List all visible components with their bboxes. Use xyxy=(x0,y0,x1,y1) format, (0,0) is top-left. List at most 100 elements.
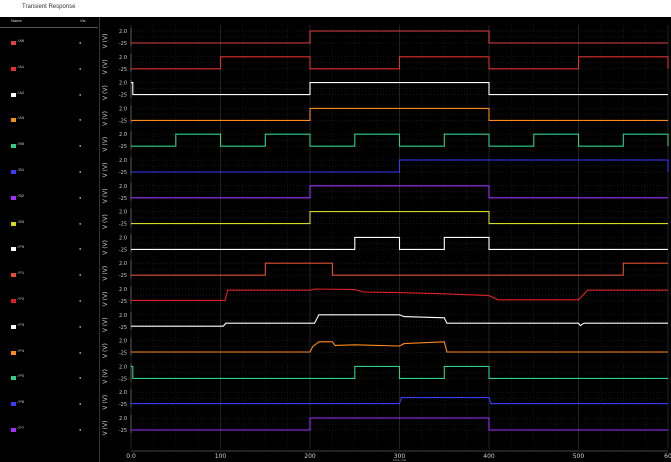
y-axis-label: V (V) xyxy=(102,266,109,281)
visibility-toggle[interactable]: ● xyxy=(79,298,82,303)
signal-row[interactable]: /P1 ● xyxy=(0,269,98,281)
y-axis-label: V (V) xyxy=(102,292,109,307)
visibility-toggle[interactable]: ● xyxy=(79,65,82,71)
signal-name: /A3 xyxy=(17,117,25,122)
x-tick-label: 400 xyxy=(483,453,495,460)
signal-row[interactable]: /A2 ● xyxy=(0,89,98,101)
window-title: Transient Response xyxy=(22,4,76,10)
y-tick-label: 2.0 xyxy=(119,184,127,190)
name-column-header[interactable]: Name xyxy=(11,18,22,23)
visibility-toggle[interactable]: ● xyxy=(79,143,82,149)
visibility-toggle[interactable]: ● xyxy=(79,272,82,278)
y-tick-label: 2.0 xyxy=(119,390,127,396)
y-tick-label: -25 xyxy=(119,170,127,176)
y-axis-label: V (V) xyxy=(102,395,109,410)
visibility-toggle[interactable]: ● xyxy=(79,117,82,123)
signal-color-swatch xyxy=(11,66,16,71)
signal-waveform xyxy=(131,211,668,225)
signal-waveform xyxy=(131,185,668,199)
y-tick-label: 2.0 xyxy=(119,55,127,61)
signal-row[interactable]: /B1 ● xyxy=(0,166,98,178)
y-tick-label: 2.0 xyxy=(119,106,127,112)
signal-row[interactable]: /P3 ● xyxy=(0,321,98,333)
signal-row[interactable]: /B0 ● xyxy=(0,140,98,152)
y-axis-label: V (V) xyxy=(102,59,109,74)
signal-name: /P7 xyxy=(17,427,25,431)
signal-color-swatch xyxy=(11,273,16,278)
signal-waveform xyxy=(131,56,669,70)
signal-name: /A0 xyxy=(17,40,25,44)
y-tick-label: 2.0 xyxy=(119,287,127,293)
signal-name: /A2 xyxy=(17,91,25,96)
signal-color-swatch xyxy=(11,221,16,226)
signal-waveform xyxy=(131,397,668,405)
visibility-toggle[interactable]: ● xyxy=(79,427,82,432)
signal-waveform xyxy=(131,107,668,121)
visibility-toggle[interactable]: ● xyxy=(79,220,82,226)
y-tick-label: -25 xyxy=(119,247,127,253)
y-axis-label: V (V) xyxy=(102,343,109,358)
visibility-toggle[interactable]: ● xyxy=(79,169,82,174)
signal-list: Name Vis /A0 ●/A1 ●/A2 ●/A3 ●/B0 ●/B1 ●/B2 ●/B3… xyxy=(0,17,98,462)
signal-row[interactable]: /P5 ● xyxy=(0,372,98,384)
y-axis-label: V (V) xyxy=(102,111,109,126)
y-axis-label: V (V) xyxy=(102,317,109,332)
signal-name: /P5 xyxy=(17,375,25,380)
signal-name: /B2 xyxy=(17,194,25,199)
signal-row[interactable]: /P0 ● xyxy=(0,243,98,255)
signal-waveform xyxy=(131,417,668,431)
signal-name: /P1 xyxy=(17,272,25,277)
signal-row[interactable]: /P6 ● xyxy=(0,398,98,410)
y-tick-label: -25 xyxy=(119,41,127,47)
visibility-toggle[interactable]: ● xyxy=(79,194,82,200)
signal-name: /A1 xyxy=(17,65,25,70)
y-axis-label: V (V) xyxy=(102,214,109,229)
y-axis-label: V (V) xyxy=(102,240,109,255)
y-tick-label: 2.0 xyxy=(119,339,127,345)
signal-color-swatch xyxy=(11,41,16,45)
signal-row[interactable]: /B3 ● xyxy=(0,218,98,230)
signal-waveform xyxy=(131,288,668,301)
signal-waveform xyxy=(131,236,668,250)
signal-name: /B3 xyxy=(17,220,25,225)
visibility-toggle[interactable]: ● xyxy=(79,91,82,97)
y-tick-label: 2.0 xyxy=(119,81,127,87)
waveform-plots: V (V) 2.0 -25 V (V) 2.0 -25 V (V) 2.0 -25 V (V) 2.… xyxy=(102,25,671,462)
signal-color-swatch xyxy=(11,324,16,329)
signal-row[interactable]: /A3 ● xyxy=(0,114,98,126)
signal-list-header: Name Vis xyxy=(0,17,98,28)
signal-waveform xyxy=(131,82,668,96)
y-axis-label: V (V) xyxy=(102,85,109,100)
signal-row[interactable]: /A0 ● xyxy=(0,37,98,49)
signal-row[interactable]: /P2 ● xyxy=(0,295,98,307)
y-axis-label: V (V) xyxy=(102,137,109,152)
signal-waveform xyxy=(131,262,668,276)
y-tick-label: -25 xyxy=(119,196,127,202)
signal-row[interactable]: /B2 ● xyxy=(0,192,98,204)
signal-name: /P4 xyxy=(17,349,25,354)
y-tick-label: 2.0 xyxy=(119,158,127,164)
signal-color-swatch xyxy=(11,350,16,355)
visibility-toggle[interactable]: ● xyxy=(79,401,82,407)
vis-column-header[interactable]: Vis xyxy=(80,18,86,23)
signal-row[interactable]: /A1 ● xyxy=(0,63,98,75)
y-tick-label: -25 xyxy=(119,299,127,305)
visibility-toggle[interactable]: ● xyxy=(79,246,82,252)
visibility-toggle[interactable]: ● xyxy=(79,349,82,355)
y-tick-label: -25 xyxy=(119,273,127,279)
signal-waveform xyxy=(131,159,669,173)
y-tick-label: -25 xyxy=(119,118,127,124)
visibility-toggle[interactable]: ● xyxy=(79,323,82,329)
signal-row[interactable]: /P7 ● xyxy=(0,424,98,436)
y-tick-label: 2.0 xyxy=(119,132,127,138)
panel-divider[interactable] xyxy=(99,17,100,462)
visibility-toggle[interactable]: ● xyxy=(79,375,82,381)
y-tick-label: 2.0 xyxy=(119,364,127,370)
signal-color-swatch xyxy=(11,402,16,407)
x-tick-label: 500 xyxy=(573,453,585,460)
visibility-toggle[interactable]: ● xyxy=(79,40,82,45)
signal-color-swatch xyxy=(11,92,16,97)
signal-row[interactable]: /P4 ● xyxy=(0,347,98,359)
y-tick-label: 2.0 xyxy=(119,210,127,216)
y-axis-label: V (V) xyxy=(102,369,109,384)
